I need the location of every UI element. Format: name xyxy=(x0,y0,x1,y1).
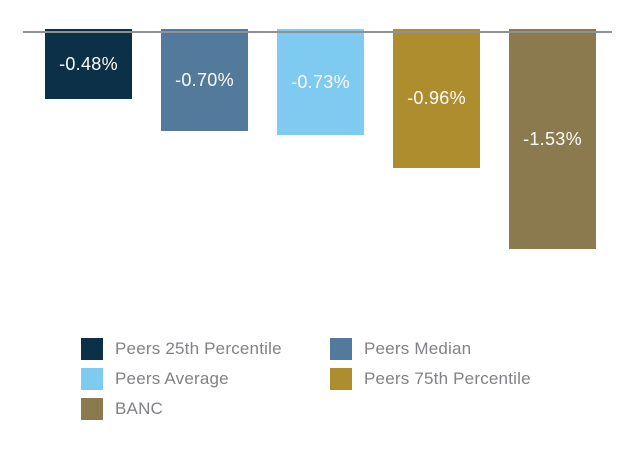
legend-swatch-peers-75th-percentile xyxy=(330,368,352,390)
legend-label-banc: BANC xyxy=(115,399,164,418)
legend-item-peers-75th-percentile: Peers 75th Percentile xyxy=(330,368,531,390)
zero-axis-line xyxy=(23,31,612,33)
legend-label-peers-75th-percentile: Peers 75th Percentile xyxy=(364,369,531,388)
bar-peers-median: -0.70% xyxy=(161,29,248,131)
bar-peers-25th-percentile: -0.48% xyxy=(45,29,132,99)
legend-label-peers-average: Peers Average xyxy=(115,369,229,388)
legend-swatch-peers-average xyxy=(81,368,103,390)
bar-peers-75th-percentile: -0.96% xyxy=(393,29,480,168)
legend-item-peers-25th-percentile: Peers 25th Percentile xyxy=(81,338,330,360)
bar-peers-average: -0.73% xyxy=(277,29,364,135)
legend: Peers 25th Percentile Peers Median Peers A… xyxy=(81,338,531,420)
bar-banc: -1.53% xyxy=(509,29,596,249)
legend-item-banc: BANC xyxy=(81,398,330,420)
legend-swatch-peers-25th-percentile xyxy=(81,338,103,360)
legend-item-peers-median: Peers Median xyxy=(330,338,531,360)
legend-swatch-banc xyxy=(81,398,103,420)
bar-value-label: -0.70% xyxy=(175,69,234,90)
bar-value-label: -0.48% xyxy=(59,53,118,74)
bar-value-label: -1.53% xyxy=(523,128,582,149)
bar-value-label: -0.73% xyxy=(291,71,350,92)
legend-item-peers-average: Peers Average xyxy=(81,368,330,390)
legend-label-peers-25th-percentile: Peers 25th Percentile xyxy=(115,339,282,358)
bar-value-label: -0.96% xyxy=(407,88,466,108)
legend-swatch-peers-median xyxy=(330,338,352,360)
legend-label-peers-median: Peers Median xyxy=(364,339,472,358)
